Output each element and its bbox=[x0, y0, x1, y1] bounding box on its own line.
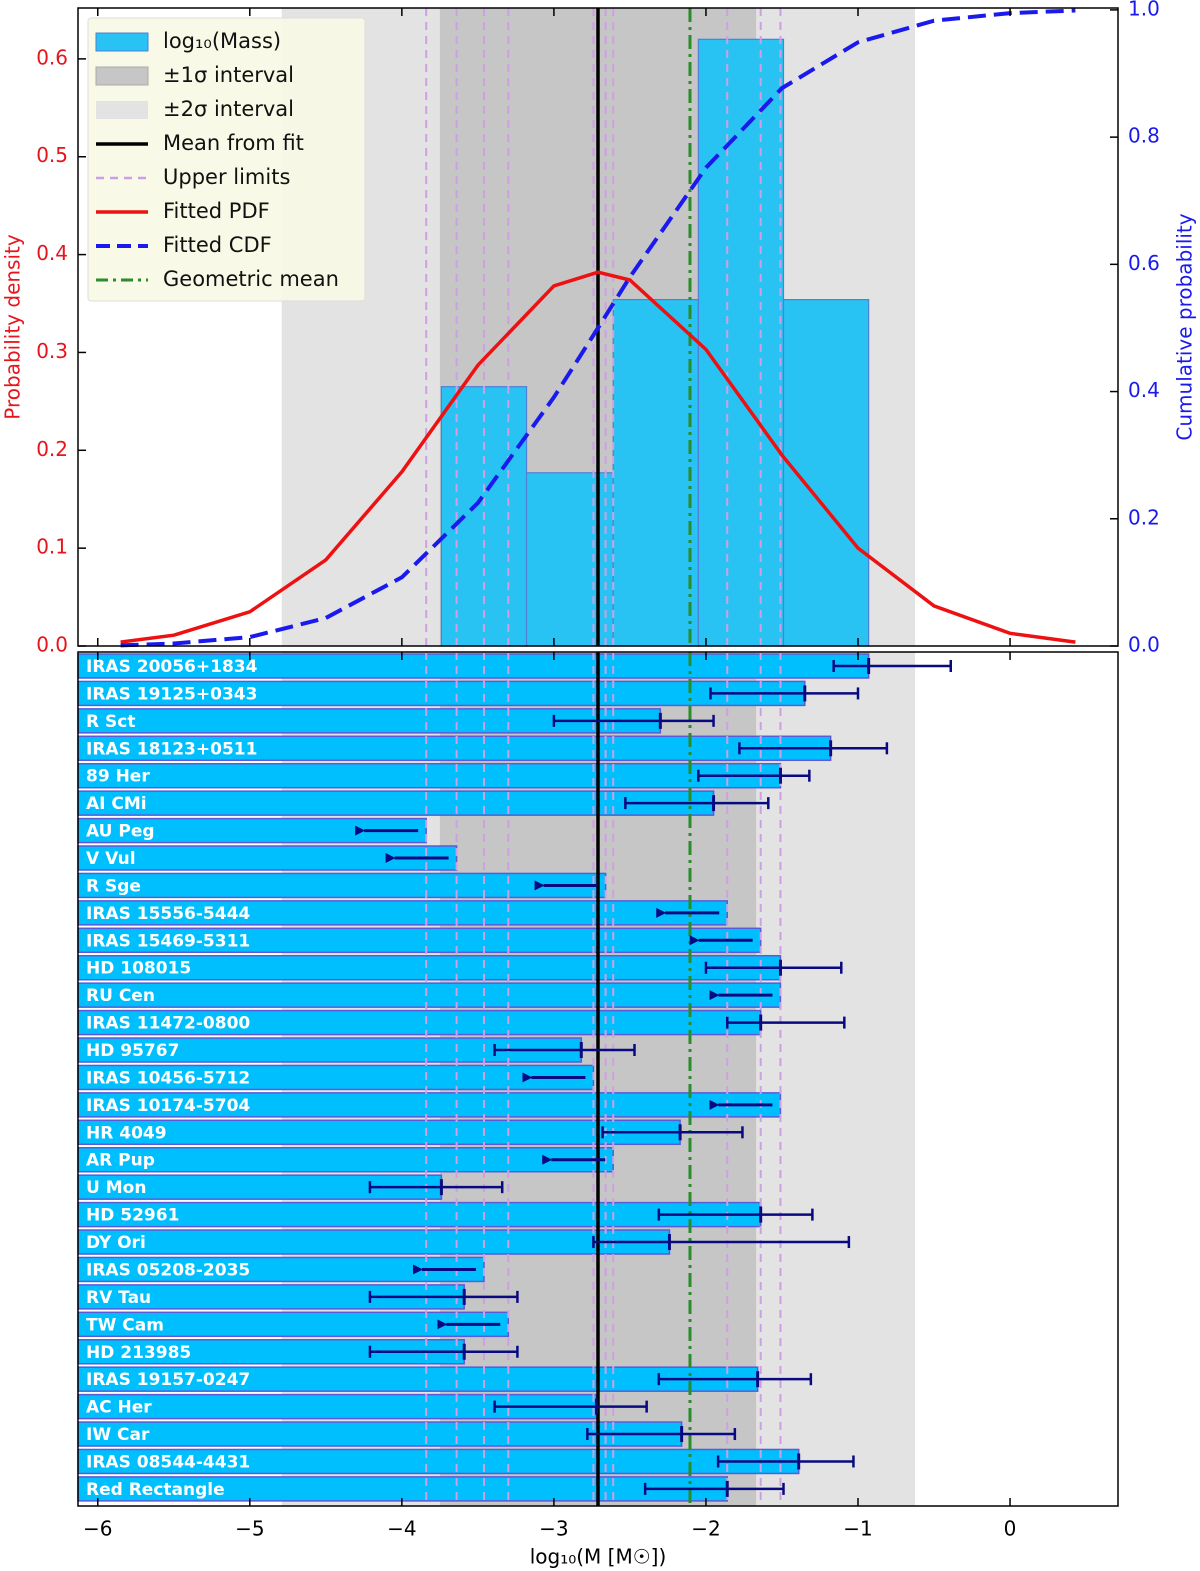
y-tick-label: 0.6 bbox=[36, 45, 68, 69]
x-tick-label: −3 bbox=[539, 1517, 568, 1541]
bar bbox=[77, 1229, 671, 1255]
y2-axis-label: Cumulative probability bbox=[1173, 213, 1197, 440]
bar-label: AR Pup bbox=[86, 1151, 155, 1171]
y-tick-label: 0.0 bbox=[36, 633, 68, 657]
x-tick-label: −1 bbox=[843, 1517, 872, 1541]
histogram-bar bbox=[782, 299, 870, 647]
bar bbox=[77, 735, 832, 762]
frame bbox=[77, 7, 1119, 647]
bar-label: 89 Her bbox=[86, 767, 150, 787]
x-tick-label: −5 bbox=[235, 1517, 264, 1541]
bar-label: IRAS 19125+0343 bbox=[86, 684, 257, 704]
histogram-bar bbox=[525, 472, 614, 647]
bar-label: AI CMi bbox=[86, 794, 147, 814]
x-tick-label: −2 bbox=[691, 1517, 720, 1541]
bar-label: IRAS 08544-4431 bbox=[86, 1452, 250, 1472]
legend-label: log₁₀(Mass) bbox=[163, 29, 281, 53]
legend-label: Upper limits bbox=[163, 165, 290, 189]
bar-label: TW Cam bbox=[86, 1315, 164, 1335]
bar-label: IRAS 15469-5311 bbox=[86, 931, 250, 951]
bar-label: HR 4049 bbox=[86, 1123, 167, 1143]
legend-box bbox=[87, 17, 366, 302]
y-tick-label: 0.3 bbox=[36, 339, 68, 363]
bar bbox=[77, 982, 782, 1008]
histogram-bar bbox=[697, 38, 785, 647]
bar bbox=[77, 1366, 759, 1392]
bar bbox=[77, 872, 607, 899]
y2-tick-label: 0.6 bbox=[1128, 251, 1160, 275]
bar bbox=[77, 927, 762, 954]
x-tick-label: −4 bbox=[387, 1517, 416, 1541]
bar-label: Red Rectangle bbox=[86, 1480, 225, 1500]
bar-label: RU Cen bbox=[86, 986, 155, 1006]
bar bbox=[77, 653, 870, 679]
bar-label: V Vul bbox=[86, 849, 136, 869]
bar-label: HD 52961 bbox=[86, 1206, 179, 1226]
bar-label: IRAS 15556-5444 bbox=[86, 904, 250, 924]
bar-label: IRAS 19157-0247 bbox=[86, 1370, 250, 1390]
bar bbox=[77, 762, 782, 789]
y2-tick-label: 0.0 bbox=[1128, 633, 1160, 657]
bar bbox=[77, 680, 806, 707]
y-tick-label: 0.4 bbox=[36, 241, 68, 265]
histogram-bar bbox=[612, 299, 699, 647]
legend-label: Fitted CDF bbox=[163, 233, 272, 257]
bar-label: IW Car bbox=[86, 1425, 150, 1445]
y2-tick-label: 0.8 bbox=[1128, 124, 1160, 148]
bar bbox=[77, 1421, 683, 1447]
y-axis-label: Probability density bbox=[1, 234, 25, 420]
bar-label: HD 108015 bbox=[86, 959, 191, 979]
x-axis-label: log₁₀(M [M☉]) bbox=[530, 1545, 667, 1569]
bar bbox=[77, 1119, 681, 1146]
bar-label: R Sge bbox=[86, 876, 141, 896]
bar-label: HD 213985 bbox=[86, 1343, 191, 1363]
bar-label: IRAS 18123+0511 bbox=[86, 739, 257, 759]
legend-label: ±2σ interval bbox=[163, 97, 294, 121]
legend-label: Mean from fit bbox=[163, 131, 304, 155]
bar-label: IRAS 20056+1834 bbox=[86, 657, 258, 677]
bar-label: RV Tau bbox=[86, 1288, 151, 1308]
y2-tick-label: 0.4 bbox=[1128, 378, 1160, 402]
legend-label: Geometric mean bbox=[163, 267, 339, 291]
legend-label: Fitted PDF bbox=[163, 199, 270, 223]
y2-tick-label: 0.2 bbox=[1128, 505, 1160, 529]
bar-label: HD 95767 bbox=[86, 1041, 179, 1061]
bar-label: AU Peg bbox=[86, 822, 155, 842]
y2-tick-label: 1.0 bbox=[1128, 0, 1160, 20]
y-tick-label: 0.2 bbox=[36, 437, 68, 461]
bar-label: IRAS 10174-5704 bbox=[86, 1096, 250, 1116]
y-tick-label: 0.1 bbox=[36, 535, 68, 559]
x-tick-label: 0 bbox=[1004, 1517, 1017, 1541]
legend-label: ±1σ interval bbox=[163, 63, 294, 87]
legend-swatch bbox=[95, 66, 149, 86]
bar bbox=[77, 790, 715, 816]
cdf-line bbox=[120, 8, 1076, 648]
bar bbox=[77, 1146, 614, 1173]
legend-swatch bbox=[96, 101, 148, 119]
bar-label: R Sct bbox=[86, 712, 135, 732]
pdf-line bbox=[120, 270, 1076, 644]
bar-label: AC Her bbox=[86, 1398, 152, 1418]
x-tick-label: −6 bbox=[83, 1517, 112, 1541]
bar-label: U Mon bbox=[86, 1178, 146, 1198]
bar-label: IRAS 05208-2035 bbox=[86, 1260, 250, 1280]
frame bbox=[77, 651, 1119, 1507]
bar-label: IRAS 10456-5712 bbox=[86, 1068, 250, 1088]
y-tick-label: 0.5 bbox=[36, 143, 68, 167]
bar-label: IRAS 11472-0800 bbox=[86, 1014, 250, 1034]
bar-label: DY Ori bbox=[86, 1233, 146, 1253]
legend-swatch bbox=[95, 32, 149, 52]
